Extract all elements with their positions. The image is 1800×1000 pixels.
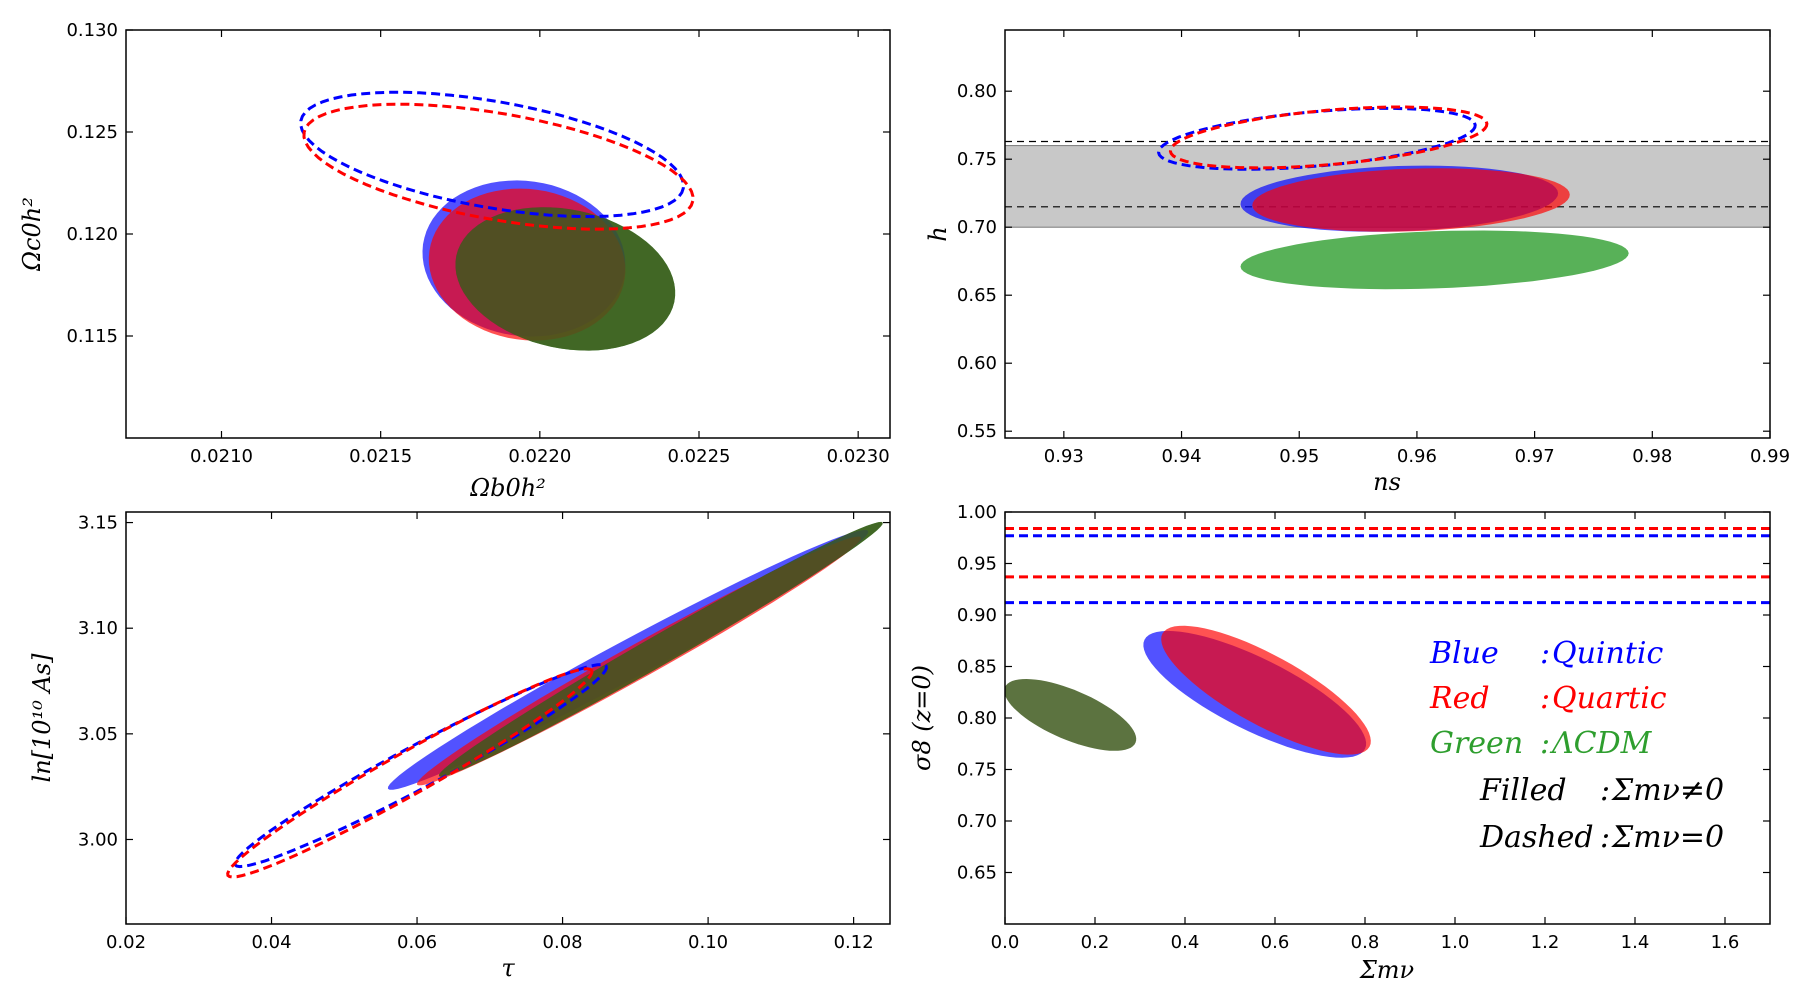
y-tick-label: 0.80 <box>957 708 997 729</box>
x-tick-label: 0.99 <box>1750 446 1790 467</box>
y-axis-label: σ8 (z=0) <box>908 665 936 771</box>
panel-omega-c-vs-omega-b: 0.0210 0.0215 0.0220 0.0225 0.0230 0.115 0.120… <box>18 20 891 502</box>
panel-sigma8-vs-sum-mnu: 0.0 0.2 0.4 0.6 0.8 1.0 1.2 1.4 1.6 0.65 0.70 0.75 0… <box>908 502 1771 984</box>
y-axis-label: h <box>924 226 952 241</box>
legend-colon: : <box>1600 820 1610 855</box>
filled-contour-green <box>1240 230 1629 290</box>
y-tick-label: 0.80 <box>957 81 997 102</box>
legend-value-m-0: Σmν=0 <box>1611 820 1724 855</box>
x-tick-label: 0.96 <box>1397 446 1437 467</box>
y-tick-label: 3.00 <box>78 829 118 850</box>
legend-label-filled: Filled <box>1479 773 1567 808</box>
filled-contour-red <box>1252 168 1570 232</box>
y-tick-label: 1.00 <box>957 502 997 523</box>
y-tick-label: 0.130 <box>66 20 118 41</box>
x-axis-label: Σmν <box>1359 956 1414 984</box>
y-tick-label: 0.120 <box>66 224 118 245</box>
legend-label-red: Red <box>1429 681 1490 716</box>
x-tick-label: 0.08 <box>543 932 583 953</box>
y-tick-label: 0.70 <box>957 217 997 238</box>
x-tick-label: 0.6 <box>1261 932 1290 953</box>
legend-colon: : <box>1600 773 1610 808</box>
x-tick-label: 1.6 <box>1711 932 1740 953</box>
y-tick-label: 0.85 <box>957 657 997 678</box>
y-tick-label: 3.10 <box>78 618 118 639</box>
x-tick-label: 0.04 <box>251 932 291 953</box>
y-tick-label: 0.75 <box>957 760 997 781</box>
y-tick-label: 3.15 <box>78 513 118 534</box>
filled-contour-green <box>1005 679 1137 751</box>
y-tick-label: 0.115 <box>66 326 118 347</box>
legend-value-m-0: Σmν≠0 <box>1611 773 1724 808</box>
x-tick-label: 0.10 <box>688 932 728 953</box>
y-axis-label: ln[10¹⁰ As] <box>28 653 56 783</box>
legend-colon: : <box>1540 681 1550 716</box>
filled-contour-red <box>1161 625 1371 755</box>
x-tick-label: 0.95 <box>1279 446 1319 467</box>
filled-contour-green <box>438 521 883 777</box>
x-tick-label: 0.0210 <box>190 446 253 467</box>
x-tick-label: 0.8 <box>1351 932 1380 953</box>
x-tick-label: 0.0215 <box>349 446 412 467</box>
y-tick-label: 0.55 <box>957 421 997 442</box>
x-tick-label: 1.4 <box>1621 932 1650 953</box>
y-tick-label: 0.90 <box>957 605 997 626</box>
legend-value-cdm: ΛCDM <box>1549 726 1653 761</box>
x-tick-label: 0.94 <box>1161 446 1201 467</box>
x-axis-label: Ωb0h² <box>469 474 546 502</box>
legend-colon: : <box>1540 726 1550 761</box>
legend-value-quintic: Quintic <box>1552 636 1663 671</box>
y-tick-label: 0.70 <box>957 811 997 832</box>
legend-label-blue: Blue <box>1429 636 1499 671</box>
y-tick-label: 0.95 <box>957 554 997 575</box>
x-tick-label: 0.97 <box>1515 446 1555 467</box>
x-tick-label: 1.2 <box>1531 932 1560 953</box>
dashed-contour-red <box>1168 105 1489 170</box>
x-tick-label: 0.0225 <box>668 446 731 467</box>
y-axis-label: Ωc0h² <box>18 197 46 272</box>
x-tick-label: 0.2 <box>1081 932 1110 953</box>
x-tick-label: 0.98 <box>1632 446 1672 467</box>
y-tick-label: 0.65 <box>957 863 997 884</box>
legend-label-dashed: Dashed <box>1479 820 1594 855</box>
x-tick-label: 0.93 <box>1044 446 1084 467</box>
x-axis-label: τ <box>501 954 515 982</box>
x-tick-label: 0.0230 <box>827 446 890 467</box>
y-tick-label: 0.75 <box>957 149 997 170</box>
x-tick-label: 0.02 <box>106 932 146 953</box>
legend-label-green: Green <box>1430 726 1523 761</box>
x-tick-label: 0.12 <box>834 932 874 953</box>
dashed-contour-red <box>302 102 695 231</box>
x-tick-label: 0.06 <box>397 932 437 953</box>
x-tick-label: 0.0220 <box>508 446 571 467</box>
x-tick-label: 0.0 <box>991 932 1020 953</box>
x-tick-label: 0.4 <box>1171 932 1200 953</box>
legend-colon: : <box>1540 636 1550 671</box>
x-axis-label: ns <box>1373 468 1401 496</box>
y-tick-label: 0.65 <box>957 285 997 306</box>
y-tick-label: 0.60 <box>957 353 997 374</box>
y-tick-label: 0.125 <box>66 122 118 143</box>
y-tick-label: 3.05 <box>78 724 118 745</box>
panel-h-vs-ns: 0.93 0.94 0.95 0.96 0.97 0.98 0.99 0.55 0.60 0.65… <box>924 29 1790 496</box>
dashed-contour-red <box>226 667 594 879</box>
panel-lnAs-vs-tau: 0.02 0.04 0.06 0.08 0.10 0.12 3.00 3.05 3.10 3.15… <box>28 511 891 982</box>
dashed-contour-blue <box>299 90 685 219</box>
legend-value-quartic: Quartic <box>1552 681 1667 716</box>
filled-contour-green <box>455 207 676 351</box>
x-tick-label: 1.0 <box>1441 932 1470 953</box>
